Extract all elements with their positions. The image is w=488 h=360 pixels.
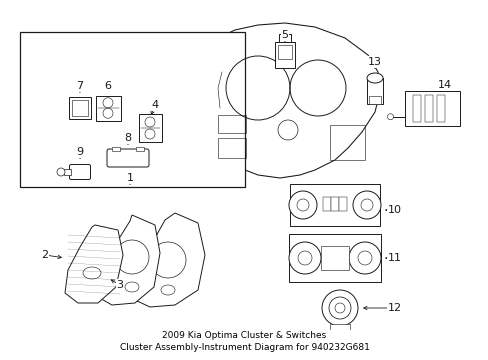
Bar (112, 147, 120, 151)
Text: 5: 5 (281, 30, 288, 40)
Bar (330, 197, 338, 211)
Circle shape (334, 303, 345, 313)
Circle shape (145, 117, 155, 127)
Circle shape (57, 168, 65, 176)
Bar (136, 147, 143, 151)
Bar (72, 100, 88, 116)
Bar (64, 169, 71, 175)
Text: 3: 3 (116, 280, 123, 290)
Text: 14: 14 (437, 80, 451, 90)
Circle shape (288, 191, 316, 219)
Text: 4: 4 (151, 100, 158, 110)
Text: 11: 11 (387, 253, 401, 263)
Bar (279, 34, 290, 42)
Text: 1: 1 (126, 173, 133, 183)
Circle shape (296, 199, 308, 211)
Circle shape (103, 98, 113, 108)
Polygon shape (98, 215, 160, 305)
Bar (278, 45, 291, 59)
Bar (69, 97, 91, 119)
Text: 9: 9 (76, 147, 83, 157)
Bar (338, 197, 346, 211)
Circle shape (360, 199, 372, 211)
Circle shape (348, 242, 380, 274)
Bar (274, 42, 294, 68)
Text: 2009 Kia Optima Cluster & Switches
Cluster Assembly-Instrument Diagram for 94023: 2009 Kia Optima Cluster & Switches Clust… (120, 331, 368, 352)
Polygon shape (65, 225, 123, 303)
Bar (218, 138, 245, 158)
Bar (412, 94, 420, 122)
Bar (323, 197, 330, 211)
Circle shape (321, 290, 357, 326)
Bar (289, 184, 379, 226)
Text: 2: 2 (41, 250, 48, 260)
Circle shape (328, 297, 350, 319)
Bar (424, 94, 431, 122)
Bar (366, 78, 382, 104)
Bar (404, 90, 459, 126)
Bar (329, 324, 349, 330)
Bar (329, 125, 364, 160)
Bar (288, 234, 380, 282)
Circle shape (357, 251, 371, 265)
Bar (20, 32, 244, 187)
Text: 6: 6 (104, 81, 111, 91)
Ellipse shape (366, 73, 382, 83)
Circle shape (352, 191, 380, 219)
Circle shape (386, 114, 393, 120)
Bar (95, 95, 120, 121)
FancyBboxPatch shape (107, 149, 149, 167)
Text: 13: 13 (367, 57, 381, 67)
Bar (320, 246, 348, 270)
Bar (218, 115, 245, 133)
Circle shape (103, 108, 113, 118)
Text: 8: 8 (124, 133, 131, 143)
Text: 7: 7 (76, 81, 83, 91)
Text: 12: 12 (387, 303, 401, 313)
Polygon shape (135, 213, 204, 307)
Bar (368, 96, 380, 104)
Text: 10: 10 (387, 205, 401, 215)
FancyBboxPatch shape (69, 165, 90, 180)
Bar (138, 114, 161, 142)
Bar (436, 94, 444, 122)
Circle shape (145, 129, 155, 139)
Circle shape (297, 251, 311, 265)
Circle shape (288, 242, 320, 274)
